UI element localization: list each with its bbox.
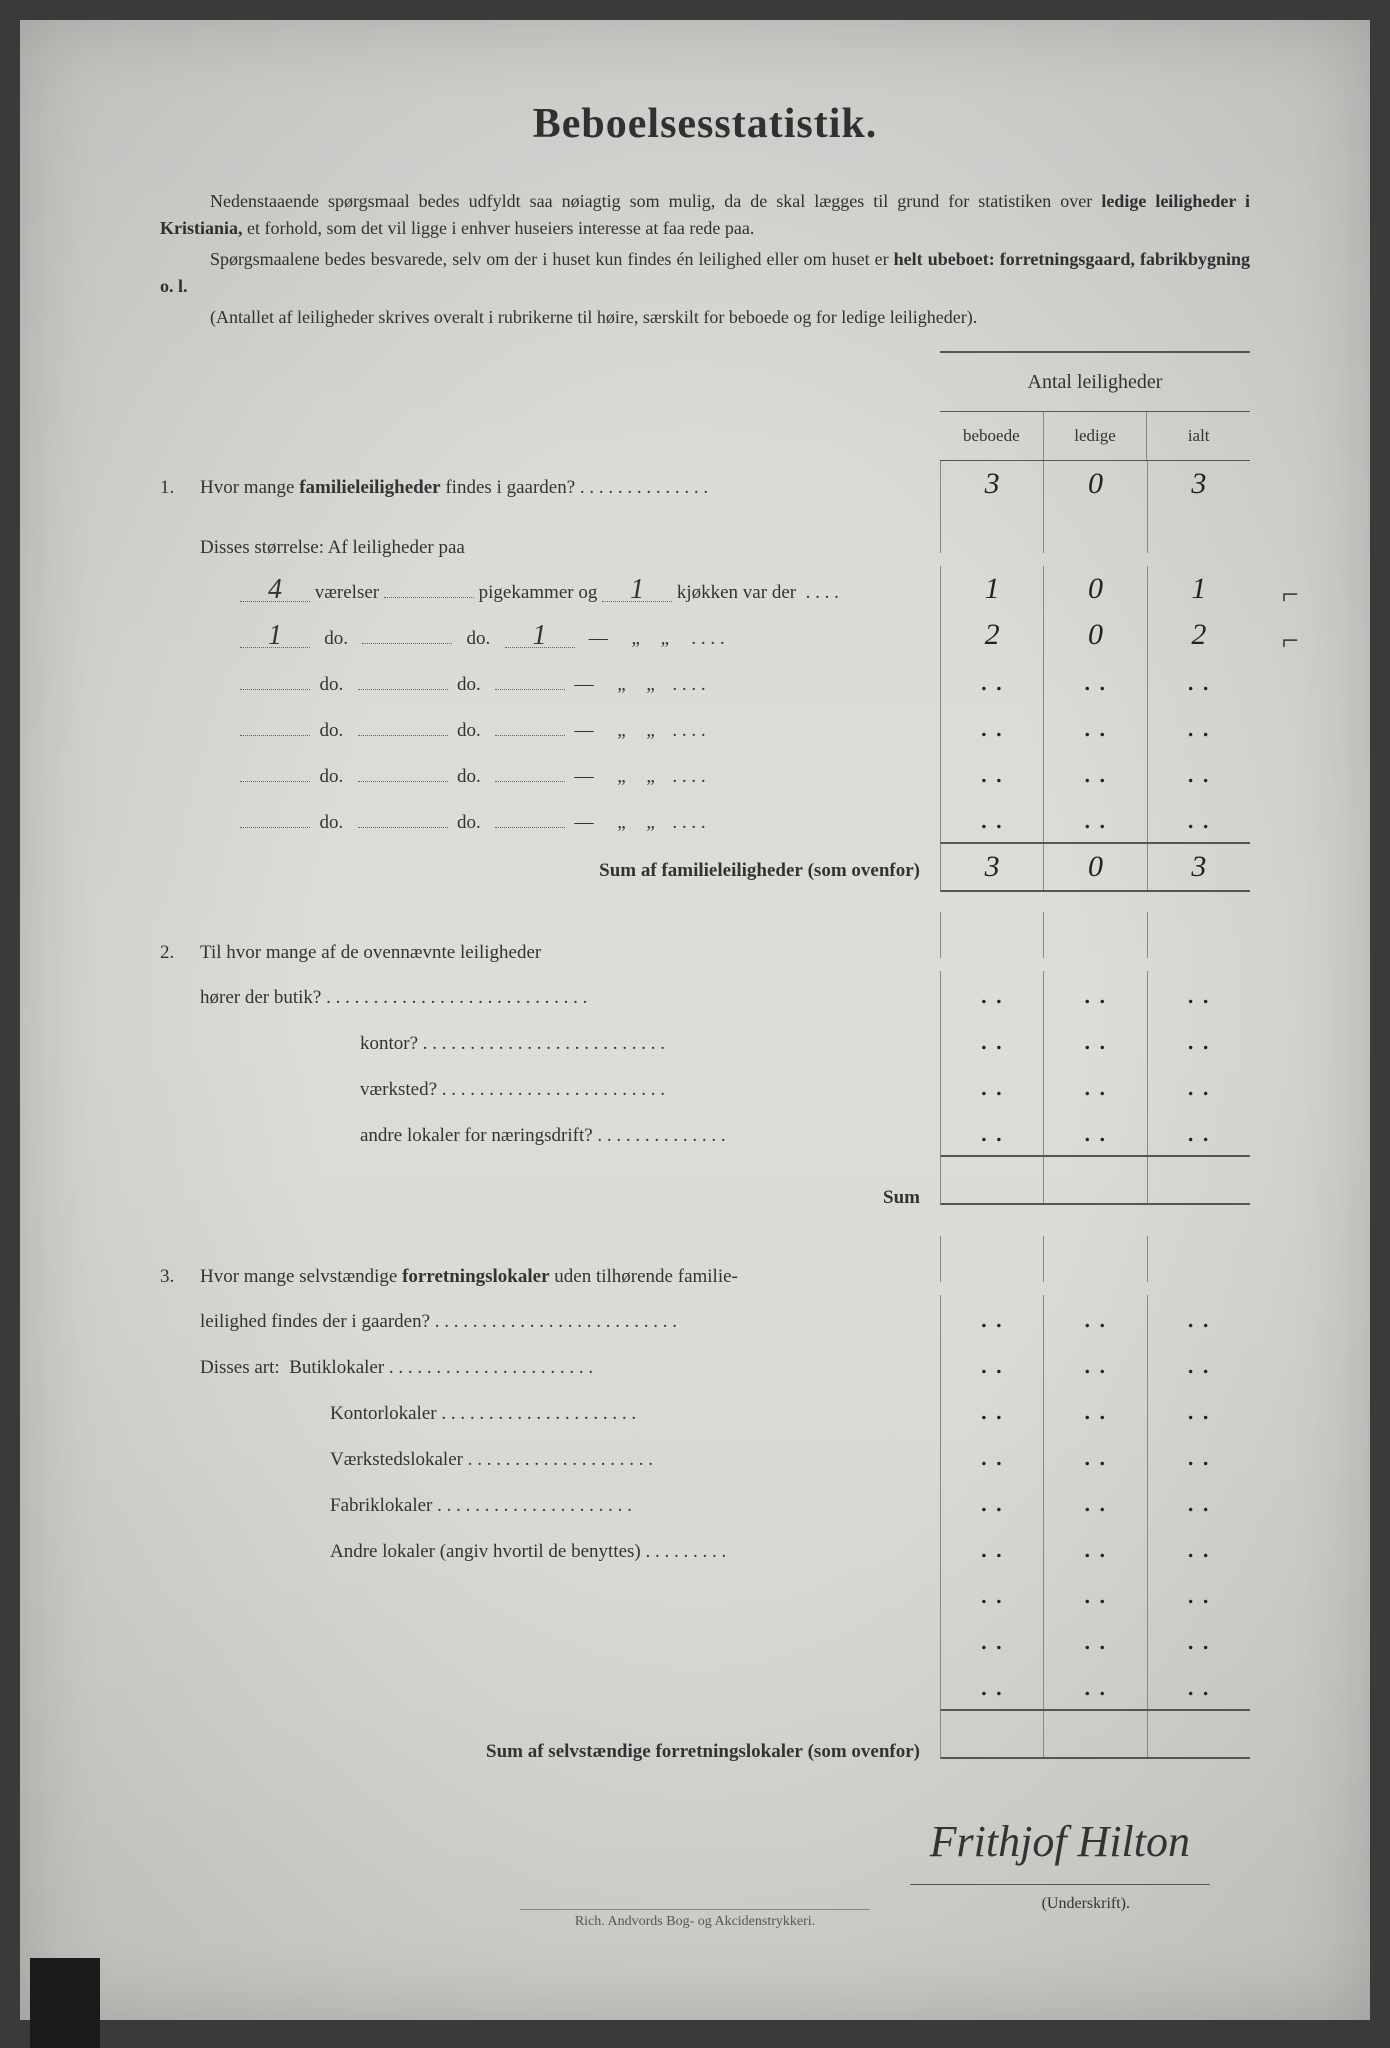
r2-kjokken: 1 bbox=[505, 625, 575, 648]
q3-l3: Værkstedslokaler bbox=[330, 1449, 463, 1470]
q1-sub: Disses størrelse: Af leiligheder paa bbox=[160, 507, 1250, 566]
signature-block: Frithjof Hilton (Underskrift). bbox=[160, 1800, 1250, 1919]
r1-vaerelser: 4 bbox=[240, 579, 310, 602]
form-area: Antal leiligheder beboede ledige ialt 1.… bbox=[160, 361, 1250, 1919]
q2-l4: andre lokaler for næringsdrift? bbox=[360, 1125, 593, 1146]
q3-sum: Sum af selvstændige forretningslokaler (… bbox=[160, 1709, 1250, 1770]
size-row-1: 4 værelser pigekammer og 1 kjøkken var d… bbox=[160, 566, 1250, 612]
header-title: Antal leiligheder bbox=[940, 353, 1250, 412]
col-ledige: ledige bbox=[1044, 412, 1148, 460]
thumbnail-corner bbox=[30, 1958, 100, 2048]
q1-sum: Sum af familieleiligheder (som ovenfor) … bbox=[160, 842, 1250, 892]
q1-sum-b: 3 bbox=[941, 844, 1044, 890]
col-beboede: beboede bbox=[940, 412, 1044, 460]
margin-note-2: ⌐ bbox=[1280, 612, 1300, 669]
r1-t1: værelser bbox=[315, 582, 379, 603]
r1-i: 1 bbox=[1148, 566, 1250, 612]
size-row-3: do. do. — „ „ . . . . . .. .. . bbox=[160, 658, 1250, 704]
q2-num: 2. bbox=[160, 935, 200, 971]
r2-i: 2 bbox=[1148, 612, 1250, 658]
q3-text1: Hvor mange selvstændige forretningslokal… bbox=[200, 1266, 738, 1287]
r2-b: 2 bbox=[941, 612, 1044, 658]
document-page: Beboelsesstatistik. Nedenstaaende spørgs… bbox=[20, 20, 1370, 2020]
intro-p1a: Nedenstaaende spørgsmaal bedes udfyldt s… bbox=[210, 191, 1101, 211]
col-ialt: ialt bbox=[1147, 412, 1250, 460]
q1-sum-paren: (som ovenfor) bbox=[808, 860, 920, 881]
intro-text: Nedenstaaende spørgsmaal bedes udfyldt s… bbox=[160, 188, 1250, 331]
q3-l1: Butiklokaler bbox=[289, 1357, 384, 1378]
q3-sub: Disses art: bbox=[200, 1357, 280, 1378]
q1-ialt: 3 bbox=[1148, 461, 1250, 507]
q3-l2: Kontorlokaler bbox=[330, 1403, 437, 1424]
q1-sum-i: 3 bbox=[1148, 844, 1250, 890]
size-row-2: 1 do. do. 1 — „ „ . . . . 2 0 2 ⌐ bbox=[160, 612, 1250, 658]
r1-l: 0 bbox=[1044, 566, 1147, 612]
q2-text: Til hvor mange af de ovennævnte leilighe… bbox=[200, 935, 940, 971]
size-row-6: do. do. — „ „ . . . . . .. .. . bbox=[160, 796, 1250, 842]
r2-l: 0 bbox=[1044, 612, 1147, 658]
intro-p2a: Spørgsmaalene bedes besvarede, selv om d… bbox=[210, 249, 894, 269]
size-row-5: do. do. — „ „ . . . . . .. .. . bbox=[160, 750, 1250, 796]
q2-sum: Sum bbox=[883, 1187, 920, 1208]
r1-t2: pigekammer og bbox=[479, 582, 598, 603]
q3-sum-label: Sum af selvstændige forretningslokaler bbox=[486, 1741, 803, 1762]
q3-l5: Andre lokaler (angiv hvortil de benyttes… bbox=[330, 1541, 641, 1562]
printer-footer: Rich. Andvords Bog- og Akcidenstrykkeri. bbox=[520, 1909, 870, 1930]
q3-sum-paren: (som ovenfor) bbox=[808, 1741, 920, 1762]
page-title: Beboelsesstatistik. bbox=[160, 100, 1250, 148]
r1-b: 1 bbox=[941, 566, 1044, 612]
q1-subtext: Disses størrelse: Af leiligheder paa bbox=[200, 530, 940, 566]
q3-row: 3. Hvor mange selvstændige forretningslo… bbox=[160, 1236, 1250, 1295]
q2-l2: kontor? bbox=[360, 1033, 418, 1054]
q1-num: 1. bbox=[160, 470, 200, 506]
q1-text: Hvor mange familieleiligheder findes i g… bbox=[200, 477, 708, 498]
q3-num: 3. bbox=[160, 1259, 200, 1295]
q2-row: 2. Til hvor mange af de ovennævnte leili… bbox=[160, 912, 1250, 971]
q1-row: 1. Hvor mange familieleiligheder findes … bbox=[160, 461, 1250, 507]
r1-t3: kjøkken var der bbox=[677, 582, 796, 603]
signature: Frithjof Hilton bbox=[910, 1800, 1210, 1885]
q1-sum-l: 0 bbox=[1044, 844, 1147, 890]
r2-vaerelser: 1 bbox=[240, 625, 310, 648]
intro-p1c: et forhold, som det vil ligge i enhver h… bbox=[247, 218, 754, 238]
q1-beboede: 3 bbox=[941, 461, 1044, 507]
q1-data: 3 0 3 bbox=[940, 461, 1250, 507]
q2-l1: hører der butik? bbox=[200, 987, 321, 1008]
size-row-4: do. do. — „ „ . . . . . .. .. . bbox=[160, 704, 1250, 750]
q2-l3: værksted? bbox=[360, 1079, 437, 1100]
r1-kjokken: 1 bbox=[602, 579, 672, 602]
q1-sum-label: Sum af familieleiligheder bbox=[599, 860, 803, 881]
q3-text2: leilighed findes der i gaarden? bbox=[200, 1311, 430, 1332]
q1-ledige: 0 bbox=[1044, 461, 1147, 507]
column-header: Antal leiligheder beboede ledige ialt bbox=[940, 351, 1250, 461]
intro-p3: (Antallet af leiligheder skrives overalt… bbox=[160, 304, 1250, 331]
q3-l4: Fabriklokaler bbox=[330, 1495, 432, 1516]
